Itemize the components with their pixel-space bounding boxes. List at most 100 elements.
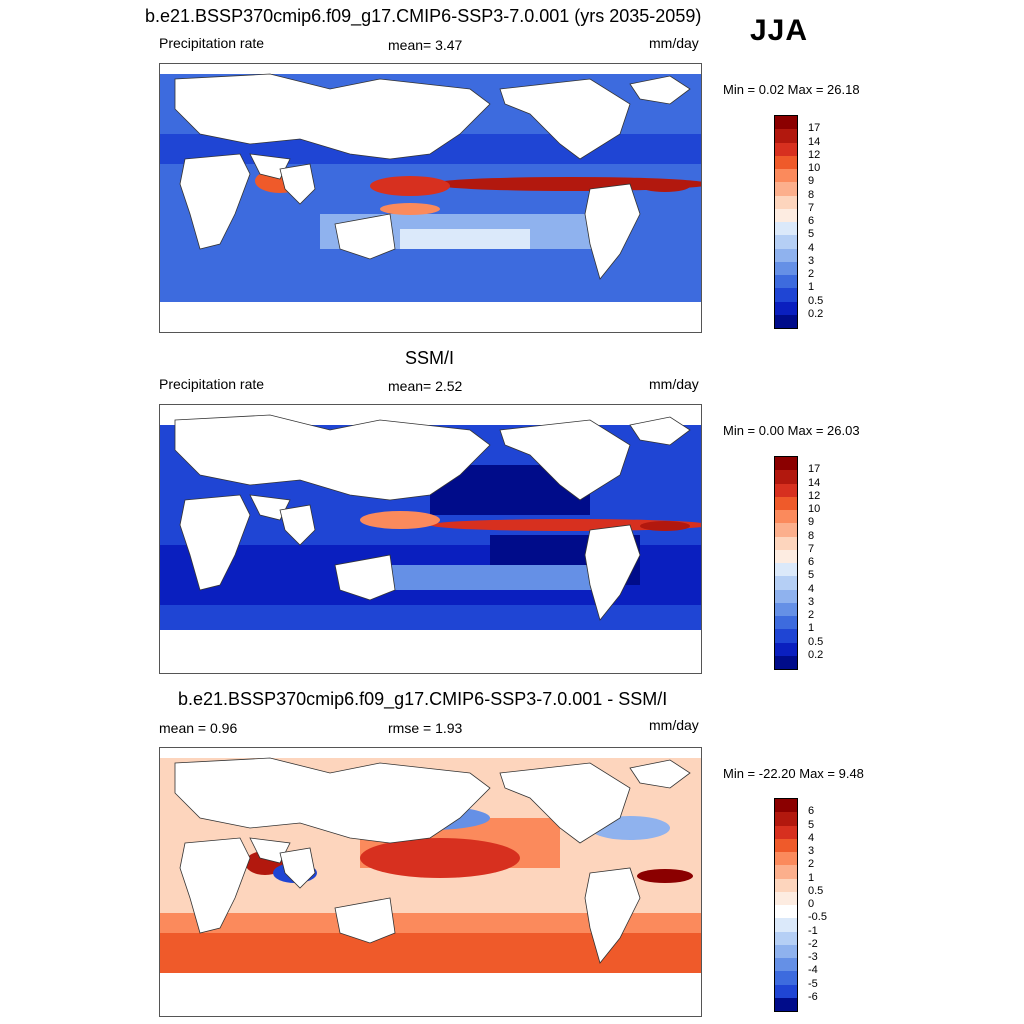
colorbar-segment: [775, 616, 797, 630]
colorbar-segment: [775, 523, 797, 537]
panel1-units-label: mm/day: [649, 35, 699, 51]
colorbar-segment: [775, 971, 797, 985]
colorbar-segment: [775, 155, 797, 169]
colorbar-tick-label: 0.5: [808, 635, 824, 648]
colorbar-tick-label: 2: [808, 858, 815, 871]
colorbar-segment: [775, 314, 797, 328]
colorbar-tick-label: 10: [808, 503, 821, 515]
colorbar-tick-label: 9: [808, 516, 815, 529]
colorbar-tick-label: 6: [808, 215, 815, 227]
panel3-title: b.e21.BSSP370cmip6.f09_g17.CMIP6-SSP3-7.…: [178, 689, 668, 709]
colorbar-segment: [775, 483, 797, 497]
colorbar-segment: [775, 208, 797, 222]
colorbar-segment: [775, 812, 797, 826]
colorbar-tick-label: 9: [808, 175, 815, 188]
colorbar-tick-label: -3: [808, 951, 818, 963]
panel1-title: b.e21.BSSP370cmip6.f09_g17.CMIP6-SSP3-7.…: [145, 6, 702, 26]
panel2-map: [159, 404, 702, 674]
colorbar-segment: [775, 248, 797, 262]
colorbar-segment: [775, 116, 797, 130]
colorbar-tick-label: 1: [808, 622, 815, 635]
colorbar-segment: [775, 918, 797, 932]
colorbar-tick-label: 1: [808, 281, 815, 294]
panel3-mean-label: mean = 0.96: [159, 720, 238, 736]
colorbar-tick-label: -4: [808, 964, 818, 977]
colorbar-segment: [775, 169, 797, 183]
colorbar-tick-label: 2: [808, 268, 815, 280]
colorbar-segment: [775, 589, 797, 603]
colorbar-segment: [775, 129, 797, 143]
colorbar-segment: [775, 470, 797, 484]
panel1-map-svg: [160, 73, 701, 332]
colorbar-tick-label: -6: [808, 990, 818, 1003]
panel1-map: [159, 63, 702, 333]
panel3-units-label: mm/day: [649, 717, 699, 733]
colorbar-tick-label: 0.5: [808, 294, 824, 307]
colorbar-segment: [775, 275, 797, 289]
colorbar-tick-label: 7: [808, 201, 815, 214]
colorbar-tick-label: 7: [808, 542, 815, 555]
colorbar-tick-label: 4: [808, 582, 815, 595]
colorbar-segment: [775, 852, 797, 866]
colorbar-tick-label: 14: [808, 476, 821, 489]
colorbar-segment: [775, 905, 797, 919]
colorbar-segment: [775, 878, 797, 892]
colorbar-segment: [775, 549, 797, 563]
colorbar-tick-label: 6: [808, 556, 815, 568]
panel1-colorbar: [774, 115, 798, 329]
colorbar-segment: [775, 222, 797, 236]
colorbar-segment: [775, 958, 797, 972]
colorbar-segment: [775, 288, 797, 302]
colorbar-segment: [775, 944, 797, 958]
colorbar-tick-label: 0.2: [808, 307, 824, 320]
colorbar-tick-label: 5: [808, 569, 815, 582]
colorbar-tick-label: 14: [808, 135, 821, 148]
colorbar-tick-label: 10: [808, 162, 821, 174]
colorbar-segment: [775, 235, 797, 249]
colorbar-tick-label: 12: [808, 489, 821, 502]
panel2-mean-label: mean= 2.52: [388, 378, 463, 394]
panel1-minmax: Min = 0.02 Max = 26.18: [723, 82, 860, 97]
colorbar-segment: [775, 536, 797, 550]
colorbar-segment: [775, 629, 797, 643]
colorbar-tick-label: -2: [808, 937, 818, 950]
colorbar-tick-label: 17: [808, 463, 821, 476]
colorbar-segment: [775, 142, 797, 156]
colorbar-segment: [775, 457, 797, 471]
colorbar-tick-label: -0.5: [808, 911, 827, 924]
colorbar-tick-label: -1: [808, 924, 818, 937]
colorbar-segment: [775, 496, 797, 510]
colorbar-tick-label: 0: [808, 898, 815, 910]
colorbar-segment: [775, 510, 797, 524]
colorbar-tick-label: 2: [808, 609, 815, 621]
colorbar-tick-label: 8: [808, 529, 815, 542]
colorbar-tick-label: 4: [808, 831, 815, 844]
panel1-variable-label: Precipitation rate: [159, 35, 265, 51]
colorbar-segment: [775, 182, 797, 196]
colorbar-tick-label: 17: [808, 122, 821, 135]
colorbar-tick-label: 3: [808, 254, 815, 267]
colorbar-tick-label: 5: [808, 228, 815, 241]
panel2-minmax: Min = 0.00 Max = 26.03: [723, 423, 860, 438]
panel2-units-label: mm/day: [649, 376, 699, 392]
colorbar-segment: [775, 865, 797, 879]
colorbar-segment: [775, 984, 797, 998]
panel3-map-svg: [160, 757, 701, 1016]
colorbar-tick-label: 0.5: [808, 884, 824, 897]
colorbar-segment: [775, 576, 797, 590]
colorbar-segment: [775, 602, 797, 616]
colorbar-segment: [775, 799, 797, 813]
colorbar-tick-label: 8: [808, 188, 815, 201]
colorbar-segment: [775, 563, 797, 577]
panel2-map-svg: [160, 414, 701, 673]
colorbar-tick-label: 0.2: [808, 648, 824, 661]
panel2-title: SSM/I: [405, 348, 455, 368]
season-label: JJA: [750, 14, 809, 47]
panel3-minmax: Min = -22.20 Max = 9.48: [723, 766, 864, 781]
panel3-colorbar: [774, 798, 798, 1012]
colorbar-segment: [775, 931, 797, 945]
panel2-variable-label: Precipitation rate: [159, 376, 265, 392]
colorbar-tick-label: -5: [808, 977, 818, 990]
colorbar-tick-label: 4: [808, 241, 815, 254]
panel3-rmse-label: rmse = 1.93: [388, 720, 463, 736]
